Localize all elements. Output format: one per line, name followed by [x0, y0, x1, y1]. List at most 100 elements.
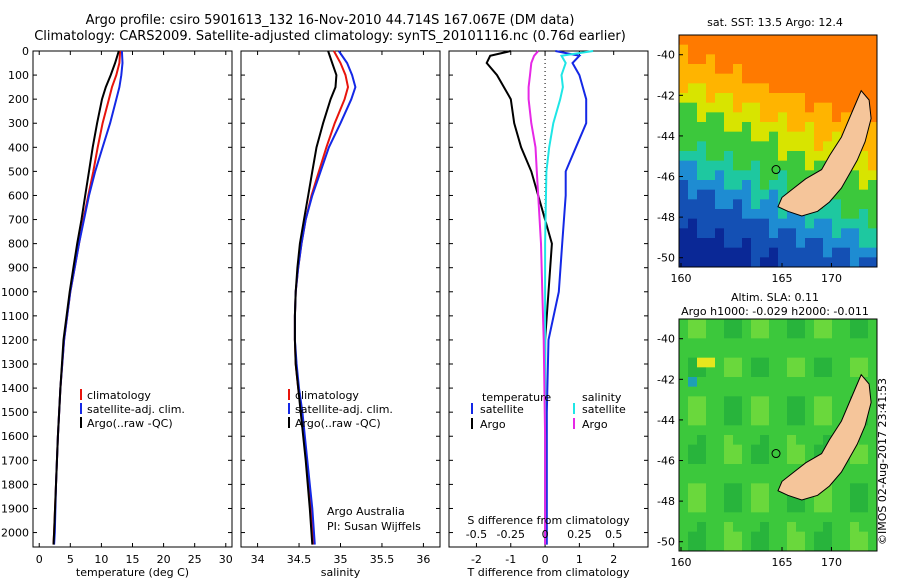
- top-cell: [724, 257, 734, 268]
- bottom-cell: [814, 338, 824, 349]
- bottom-cell: [769, 367, 779, 378]
- bottom-lat-label: -50: [657, 536, 675, 549]
- bottom-cell: [733, 541, 743, 552]
- top-cell: [832, 93, 842, 104]
- top-cell: [832, 73, 842, 84]
- top-cell: [823, 199, 833, 210]
- bottom-cell: [796, 444, 806, 455]
- bottom-cell: [751, 319, 761, 330]
- top-cell: [778, 141, 788, 152]
- top-cell: [742, 238, 752, 249]
- temperature-panel-xlabel: temperature (deg C): [76, 566, 189, 579]
- depth-tick-label: 1900: [1, 502, 29, 515]
- bottom-cell: [751, 444, 761, 455]
- top-cell: [733, 54, 743, 65]
- bottom-cell: [742, 396, 752, 407]
- bottom-cell: [868, 512, 878, 523]
- top-cell: [724, 247, 734, 258]
- top-cell: [796, 131, 806, 142]
- bottom-cell: [850, 338, 860, 349]
- bottom-cell: [733, 357, 743, 368]
- top-cell: [733, 218, 743, 229]
- bottom-cell: [733, 386, 743, 397]
- top-cell: [706, 93, 716, 104]
- top-cell: [715, 131, 725, 142]
- top-cell: [805, 141, 815, 152]
- bottom-cell: [733, 464, 743, 475]
- top-cell: [706, 228, 716, 239]
- top-cell: [868, 64, 878, 75]
- bottom-cell: [868, 319, 878, 330]
- bottom-cell: [679, 377, 689, 388]
- bottom-cell: [814, 367, 824, 378]
- top-cell: [850, 160, 860, 171]
- bottom-cell: [760, 328, 770, 339]
- bottom-cell: [679, 396, 689, 407]
- bottom-cell: [679, 386, 689, 397]
- bottom-cell: [724, 367, 734, 378]
- top-cell: [679, 209, 689, 220]
- bottom-lat-label: -48: [657, 495, 675, 508]
- top-cell: [868, 228, 878, 239]
- bottom-cell: [841, 531, 851, 542]
- bottom-cell: [688, 386, 698, 397]
- bottom-cell: [760, 396, 770, 407]
- top-cell: [823, 151, 833, 162]
- depth-tick-label: 500: [8, 165, 29, 178]
- top-cell: [715, 93, 725, 104]
- top-cell: [769, 83, 779, 94]
- top-cell: [706, 122, 716, 133]
- bottom-cell: [697, 386, 707, 397]
- bottom-cell: [706, 386, 716, 397]
- bottom-cell: [796, 502, 806, 513]
- bottom-cell: [760, 493, 770, 504]
- top-cell: [688, 93, 698, 104]
- top-cell: [841, 64, 851, 75]
- bottom-cell: [868, 396, 878, 407]
- top-cell: [697, 228, 707, 239]
- bottom-cell: [715, 328, 725, 339]
- bottom-cell: [868, 483, 878, 494]
- top-map-frame: [678, 34, 878, 268]
- top-cell: [697, 122, 707, 133]
- top-cell: [778, 83, 788, 94]
- top-cell: [715, 44, 725, 55]
- top-cell: [733, 141, 743, 152]
- top-cell: [868, 102, 878, 113]
- top-cell: [859, 180, 869, 191]
- bottom-cell: [760, 386, 770, 397]
- top-cell: [724, 160, 734, 171]
- bottom-cell: [868, 367, 878, 378]
- top-cell: [841, 257, 851, 268]
- bottom-cell: [823, 425, 833, 436]
- top-cell: [724, 64, 734, 75]
- top-cell: [715, 257, 725, 268]
- top-cell: [715, 141, 725, 152]
- bottom-cell: [715, 425, 725, 436]
- bottom-cell: [706, 406, 716, 417]
- top-cell: [715, 247, 725, 258]
- top-cell: [706, 54, 716, 65]
- top-cell: [814, 44, 824, 55]
- bottom-cell: [688, 348, 698, 359]
- bottom-cell: [733, 348, 743, 359]
- bottom-cell: [697, 328, 707, 339]
- top-cell: [760, 131, 770, 142]
- bottom-cell: [814, 541, 824, 552]
- top-cell: [688, 141, 698, 152]
- bottom-cell: [850, 319, 860, 330]
- top-cell: [688, 247, 698, 258]
- top-cell: [733, 35, 743, 46]
- bottom-cell: [778, 512, 788, 523]
- bottom-cell: [679, 454, 689, 465]
- top-cell: [841, 180, 851, 191]
- bottom-cell: [724, 512, 734, 523]
- top-cell: [697, 131, 707, 142]
- bottom-cell: [760, 531, 770, 542]
- top-cell: [823, 247, 833, 258]
- top-cell: [841, 189, 851, 200]
- bottom-cell: [778, 473, 788, 484]
- top-cell: [832, 189, 842, 200]
- bottom-cell: [724, 541, 734, 552]
